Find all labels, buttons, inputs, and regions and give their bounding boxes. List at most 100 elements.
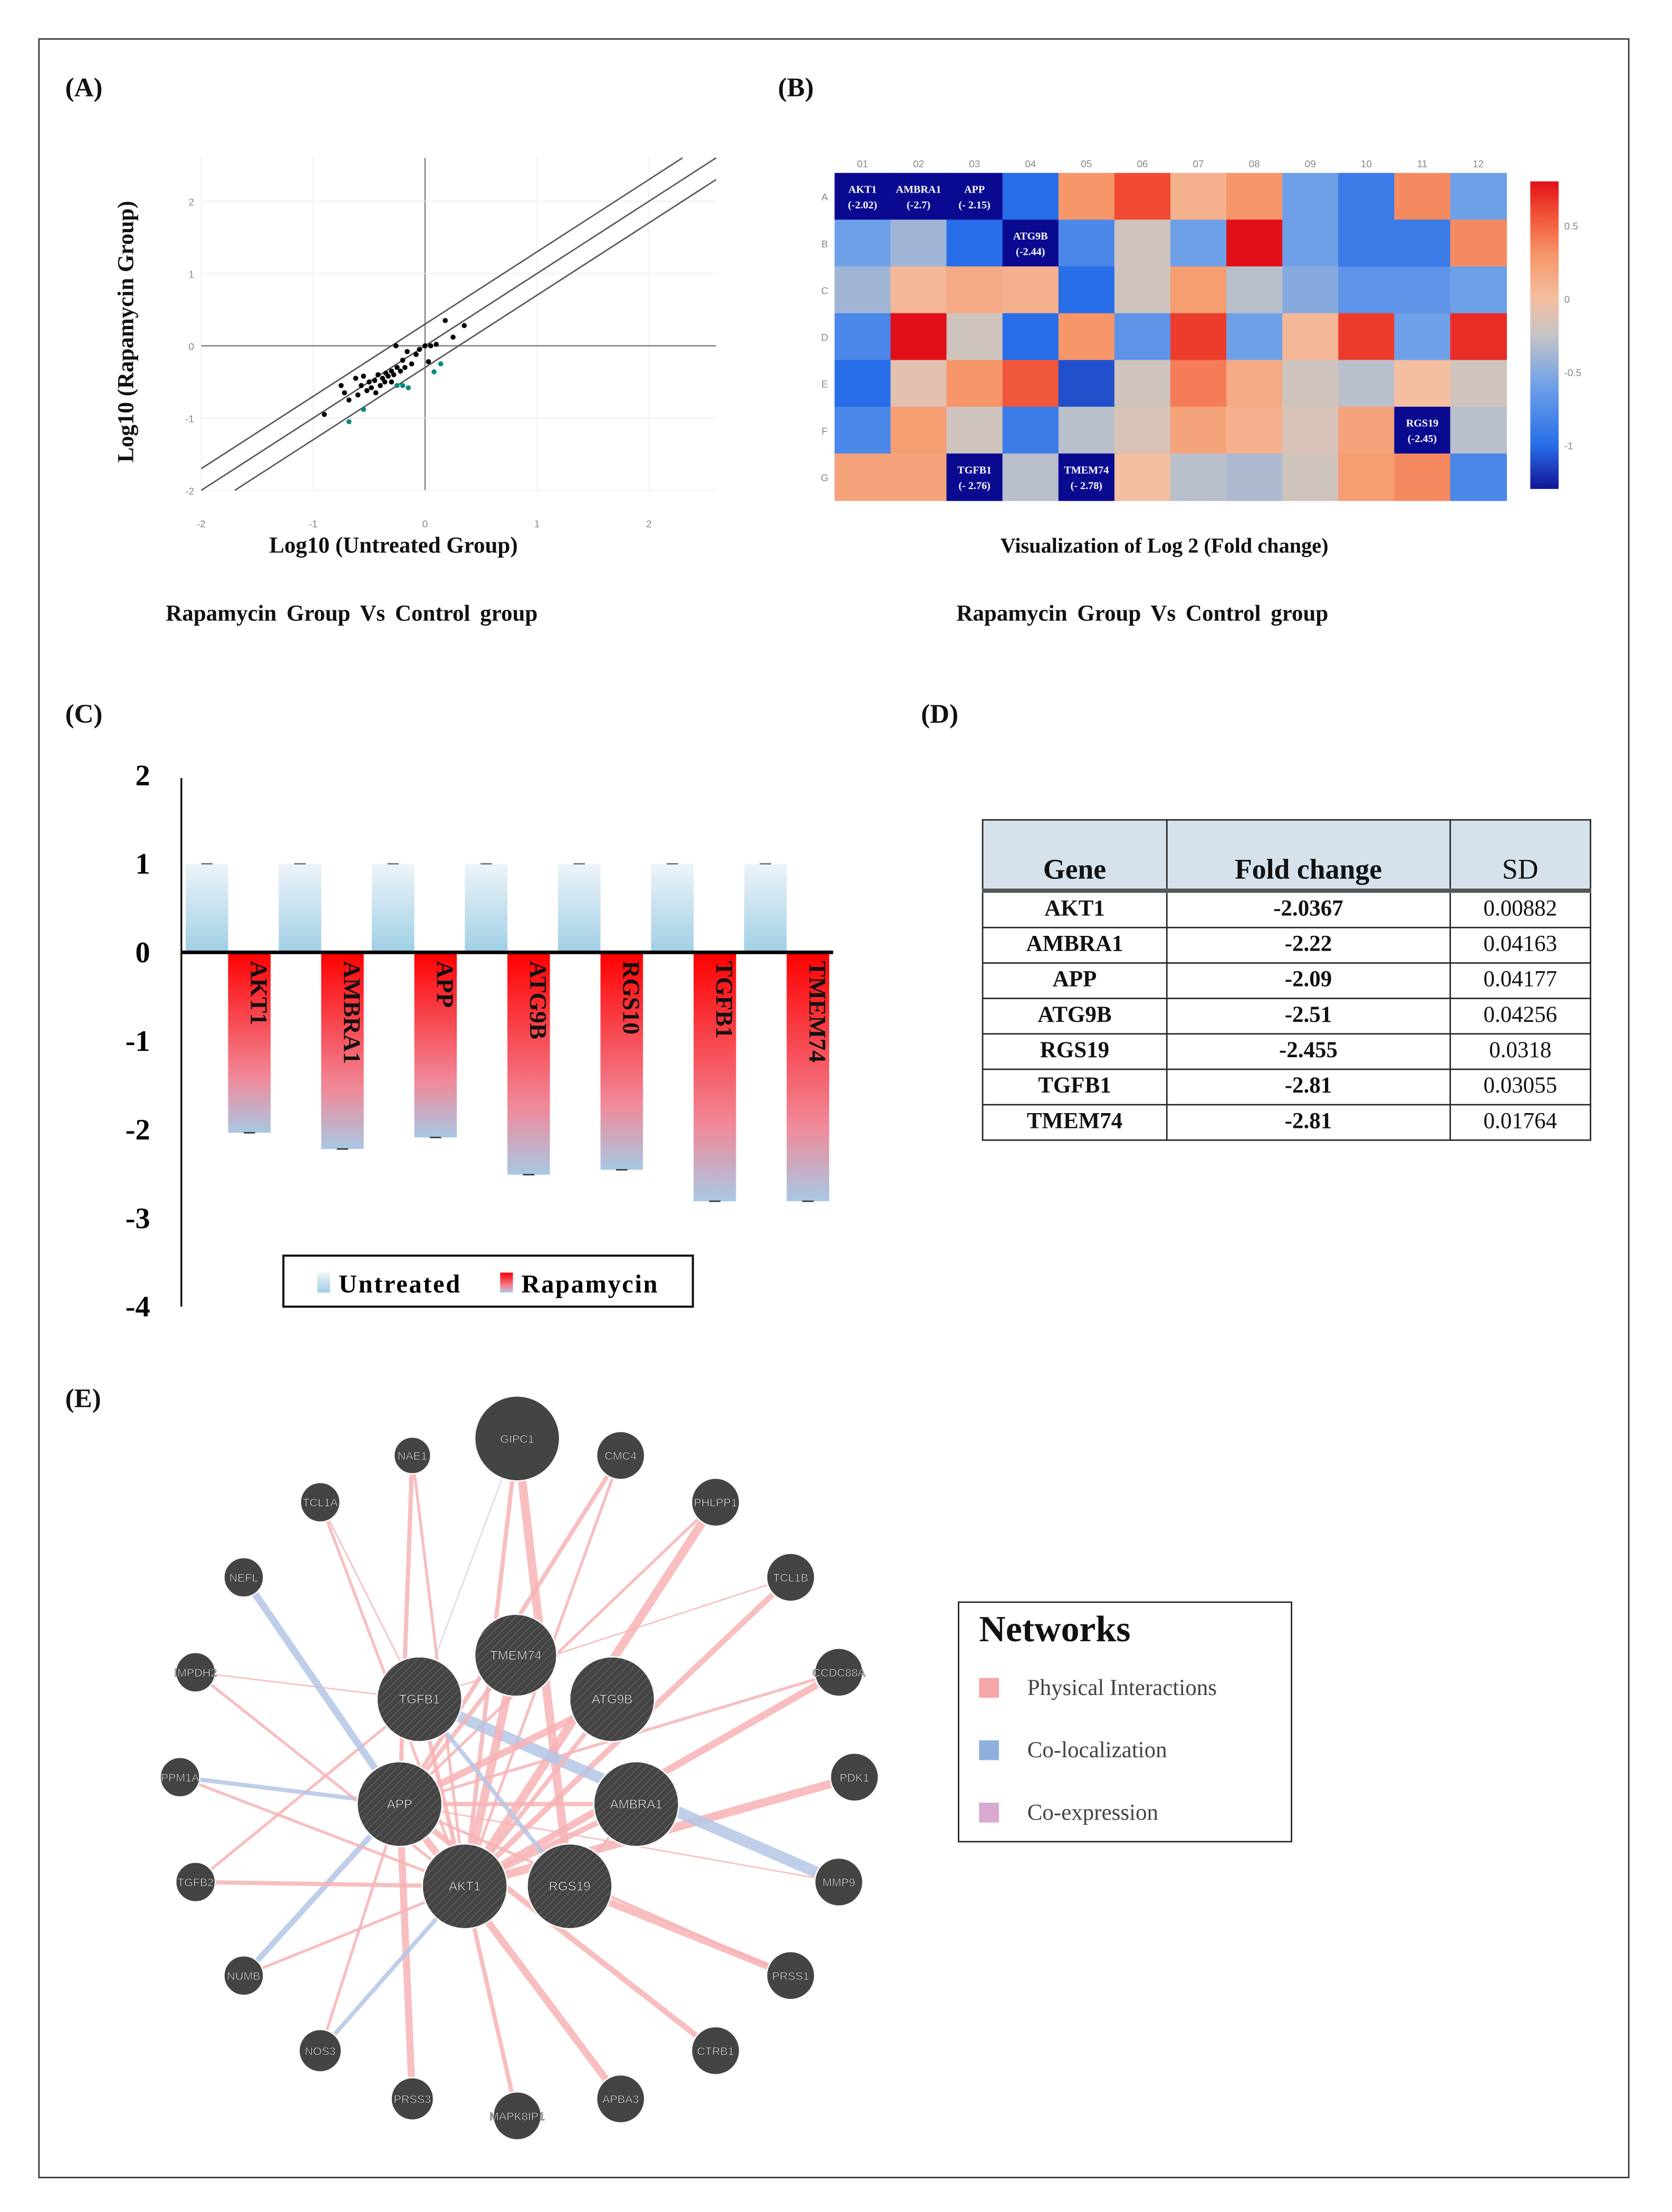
- legend-physical-interactions: Physical Interactions: [979, 1677, 1217, 1702]
- network-legend: Networks Physical Interactions Co-locali…: [958, 1601, 1292, 1843]
- heatmap-cell: [1450, 360, 1507, 408]
- heatmap-cell: [1282, 313, 1339, 361]
- data-point: [346, 397, 352, 403]
- heatmap-cell: [1170, 173, 1227, 221]
- x-tick-label: 0: [422, 518, 428, 529]
- heatmap-cell: [1114, 453, 1171, 501]
- heatmap-cell: [946, 360, 1003, 408]
- network-node-label: PRSS1: [772, 1970, 809, 1983]
- heatmap-column-label: 06: [1137, 158, 1148, 169]
- category-label: APP: [431, 961, 458, 1008]
- network-node: [595, 1430, 646, 1480]
- heatmap-cell: [1338, 406, 1395, 454]
- heatmap-cell: [1170, 453, 1227, 501]
- heatmap-cell: [946, 219, 1003, 267]
- data-point-downregulated: [406, 385, 411, 390]
- heatmap-row-label: A: [821, 191, 828, 203]
- network-node: [298, 2028, 342, 2073]
- heatmap-cell: [1338, 173, 1395, 221]
- heatmap-cell: [890, 266, 947, 314]
- heatmap-cell: [1282, 360, 1339, 408]
- network-node-label: NUMB: [227, 1970, 260, 1983]
- heatmap-cell: [1282, 219, 1339, 267]
- figure-border: [38, 38, 1630, 2178]
- network-legend-title: Networks: [979, 1608, 1131, 1650]
- heatmap-cell: [1394, 313, 1451, 361]
- heatmap-cell: [1282, 406, 1339, 454]
- category-label: AMBRA1: [339, 961, 366, 1064]
- heatmap-row-label: C: [821, 285, 829, 296]
- legend-label: Co-localization: [1027, 1739, 1167, 1763]
- x-tick-label: -1: [309, 518, 318, 529]
- fold-change-cell: -2.81: [1166, 1104, 1451, 1141]
- heatmap-row-label: E: [821, 379, 828, 390]
- heatmap-cell: [890, 313, 947, 361]
- heatmap-cell: [1170, 266, 1227, 314]
- heatmap-column-label: 02: [913, 158, 924, 169]
- table-header-gene: Gene: [982, 819, 1168, 893]
- network-node: [569, 1656, 656, 1742]
- heatmap-cell: [1114, 173, 1171, 221]
- network-node: [223, 1557, 265, 1598]
- sd-cell: 0.01764: [1449, 1104, 1591, 1141]
- bar-rapamycin: [321, 952, 364, 1149]
- colorbar: [1530, 181, 1559, 489]
- category-label: RGS10: [618, 961, 645, 1035]
- table-row: APP -2.09 0.04177: [982, 962, 1591, 999]
- y-tick-label: -1: [185, 414, 194, 425]
- heatmap-column-label: 10: [1361, 158, 1372, 169]
- heatmap-cell: [1226, 313, 1283, 361]
- data-point: [389, 379, 395, 385]
- x-tick-label: -2: [197, 518, 206, 529]
- network-node-label: MAPK8IP1: [489, 2110, 545, 2123]
- gene-cell: APP: [982, 962, 1168, 999]
- scatter-caption: Rapamycin Group Vs Control group: [166, 602, 538, 627]
- data-point: [450, 334, 456, 340]
- data-point: [414, 352, 419, 357]
- network-node-label: MMP9: [822, 1876, 855, 1889]
- heatmap-cell: [1114, 313, 1171, 361]
- network-node: [526, 1843, 613, 1930]
- heatmap-annotation-gene: AMBRA1: [896, 184, 941, 195]
- bar-untreated: [278, 864, 322, 953]
- heatmap-cell: [946, 173, 1003, 221]
- heatmap-row-label: B: [821, 238, 828, 250]
- y-tick-label: -2: [185, 486, 194, 497]
- heatmap-cell: [1394, 360, 1451, 408]
- table-row: AMBRA1 -2.22 0.04163: [982, 926, 1591, 964]
- heatmap-cell: [890, 406, 947, 454]
- network-node-label: APP: [387, 1797, 412, 1812]
- data-point: [359, 382, 364, 388]
- data-point-downregulated: [431, 369, 437, 375]
- heatmap-cell: [1170, 360, 1227, 408]
- heatmap-cell: [890, 453, 947, 501]
- heatmap-cell: [890, 360, 947, 408]
- colorbar-tick-label: 0.5: [1564, 221, 1578, 232]
- sd-cell: 0.03055: [1449, 1068, 1591, 1106]
- category-label: TMEM74: [804, 961, 831, 1062]
- fold-change-cell: -2.455: [1166, 1033, 1451, 1070]
- network-node: [223, 1955, 265, 1996]
- heatmap-cell: [1282, 173, 1339, 221]
- data-point: [375, 372, 381, 378]
- network-node-label: CTRB1: [697, 2045, 734, 2057]
- scatter-x-label: Log10 (Untreated Group): [269, 534, 518, 559]
- heatmap-column-label: 05: [1081, 158, 1092, 169]
- fold-change-cell: -2.0367: [1166, 890, 1451, 928]
- sd-cell: 0.04163: [1449, 926, 1591, 964]
- legend-box: [282, 1255, 694, 1308]
- legend-swatch: [979, 1740, 999, 1760]
- heatmap-cell: [1226, 173, 1283, 221]
- heatmap-cell: [1450, 453, 1507, 501]
- heatmap-annotation-value: (- 2.76): [958, 480, 990, 492]
- network-node: [300, 1481, 341, 1523]
- network-node: [829, 1752, 879, 1802]
- sd-cell: 0.04256: [1449, 998, 1591, 1035]
- heatmap-cell: [1058, 219, 1116, 267]
- y-tick-label: 2: [136, 759, 150, 792]
- network-node-label: TGFB2: [177, 1876, 214, 1889]
- data-point: [361, 374, 367, 379]
- fold-change-cell: -2.22: [1166, 926, 1451, 964]
- table-row: AKT1 -2.0367 0.00882: [982, 890, 1591, 928]
